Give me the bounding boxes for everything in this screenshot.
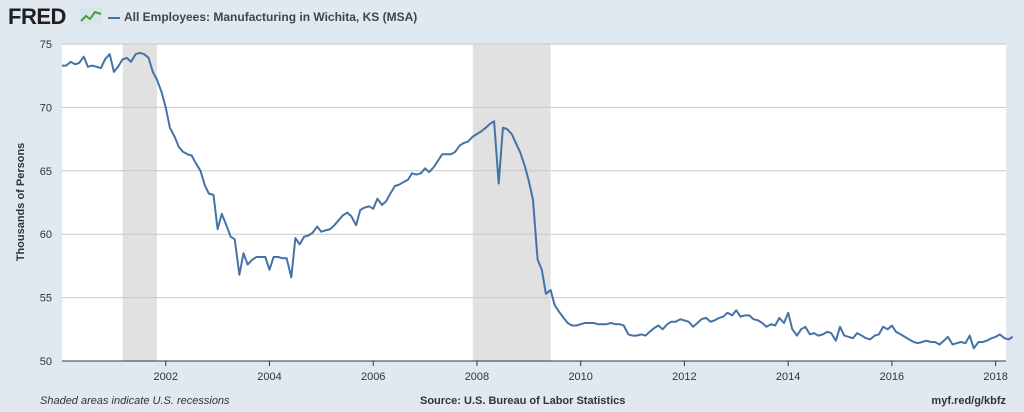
line-chart-icon xyxy=(80,8,102,24)
y-tick-label: 55 xyxy=(40,293,52,305)
fred-logo[interactable]: FRED xyxy=(8,4,66,29)
x-tick-label: 2018 xyxy=(983,371,1007,383)
x-tick-label: 2004 xyxy=(257,371,281,383)
y-tick-label: 70 xyxy=(40,102,52,114)
y-tick-label: 60 xyxy=(40,229,52,241)
chart-title[interactable]: All Employees: Manufacturing in Wichita,… xyxy=(124,10,418,24)
short-link[interactable]: myf.red/g/kbfz xyxy=(931,395,1006,407)
source-text: Source: U.S. Bureau of Labor Statistics xyxy=(420,395,626,407)
recession-note: Shaded areas indicate U.S. recessions xyxy=(40,395,230,407)
series-line xyxy=(62,51,1014,350)
x-tick-label: 2002 xyxy=(153,371,177,383)
y-tick-label: 65 xyxy=(40,166,52,178)
y-axis-label: Thousands of Persons xyxy=(15,143,27,262)
recession-band xyxy=(122,44,157,361)
y-tick-label: 50 xyxy=(40,356,52,368)
x-tick-label: 2010 xyxy=(568,371,592,383)
recession-band xyxy=(472,44,551,361)
legend-swatch xyxy=(108,17,120,19)
x-tick-label: 2006 xyxy=(361,371,385,383)
y-tick-label: 75 xyxy=(40,39,52,51)
x-tick-label: 2012 xyxy=(672,371,696,383)
x-tick-label: 2014 xyxy=(776,371,800,383)
chart-header: FRED All Employees: Manufacturing in Wic… xyxy=(0,0,1024,40)
chart-footer: Shaded areas indicate U.S. recessions So… xyxy=(0,393,1024,411)
x-tick-label: 2016 xyxy=(880,371,904,383)
x-tick-label: 2008 xyxy=(465,371,489,383)
line-chart: 50 55 60 65 70 75 2002 2004 2006 2008 2010 2012 201… xyxy=(15,39,1014,383)
